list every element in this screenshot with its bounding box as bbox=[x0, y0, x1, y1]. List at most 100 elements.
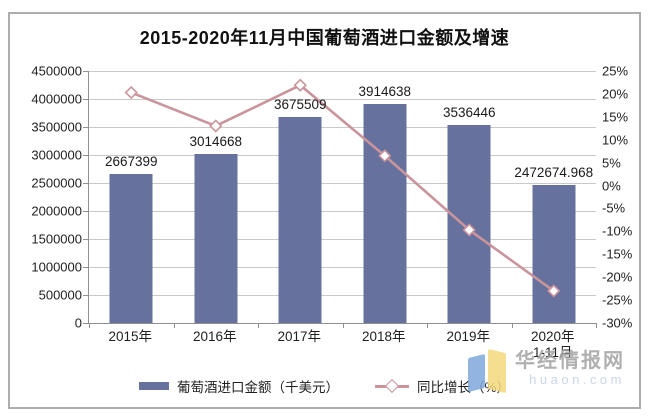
legend-bar-swatch bbox=[138, 382, 169, 390]
x-axis-label: 2015年 bbox=[88, 329, 173, 361]
category-slot: 2472674.968 bbox=[512, 71, 597, 323]
diamond-marker-icon bbox=[547, 284, 561, 298]
diamond-marker-icon bbox=[462, 223, 476, 237]
plot-area: 2667399 3014668 3675509 3914638 3536446 24726… bbox=[83, 71, 597, 328]
category-slot: 3014668 bbox=[174, 71, 259, 323]
diamond-marker-icon bbox=[293, 78, 307, 92]
y-axis-left-tick-label: 3000000 bbox=[31, 147, 82, 163]
y-axis-right-tick-label: 5% bbox=[602, 155, 621, 171]
x-axis-label-line: 2015年 bbox=[108, 329, 153, 344]
bar-value-label: 2667399 bbox=[104, 153, 158, 169]
bar bbox=[532, 184, 576, 323]
left-tick-mark bbox=[83, 155, 89, 156]
left-tick-mark bbox=[83, 295, 89, 296]
legend: 葡萄酒进口金额（千美元） 同比增长（%） bbox=[10, 376, 639, 396]
y-axis-right-tick-label: 10% bbox=[602, 132, 629, 148]
gridline bbox=[89, 99, 596, 100]
y-axis-left-tick-label: 2500000 bbox=[31, 175, 82, 191]
y-axis-left-tick-label: 2000000 bbox=[31, 203, 82, 219]
y-axis-left-tick-label: 1000000 bbox=[31, 259, 82, 275]
x-axis-label: 2018年 bbox=[342, 329, 427, 361]
gridline bbox=[89, 71, 596, 72]
left-tick-mark bbox=[83, 71, 89, 72]
x-tick-mark bbox=[511, 323, 513, 328]
bar-value-label: 2472674.968 bbox=[514, 164, 594, 180]
bars-row: 2667399 3014668 3675509 3914638 3536446 24726… bbox=[89, 71, 596, 323]
legend-item-growth: 同比增长（%） bbox=[374, 376, 510, 396]
bar-value-label: 3014668 bbox=[189, 134, 243, 150]
left-tick-mark bbox=[83, 183, 89, 184]
x-axis-label: 2020年 1-11月 bbox=[511, 329, 596, 361]
y-axis-right-tick-label: 20% bbox=[602, 86, 629, 102]
left-tick-mark bbox=[83, 323, 89, 324]
y-axis-right-tick-label: -25% bbox=[602, 292, 633, 308]
x-axis-label: 2016年 bbox=[173, 329, 258, 361]
y-axis-right-tick-label: -20% bbox=[602, 269, 633, 285]
y-axis-left-tick-label: 4500000 bbox=[31, 63, 82, 79]
bar bbox=[194, 154, 238, 323]
category-slot: 2667399 bbox=[89, 71, 174, 323]
legend-line-swatch bbox=[374, 378, 409, 394]
x-axis-label-line: 2020年 bbox=[530, 329, 575, 344]
gridline bbox=[89, 267, 596, 268]
y-axis-right-tick-label: 0% bbox=[602, 178, 621, 194]
legend-item-import-amount: 葡萄酒进口金额（千美元） bbox=[138, 376, 339, 396]
y-axis-left-tick-label: 1500000 bbox=[31, 231, 82, 247]
bar bbox=[109, 173, 153, 323]
y-axis-right-tick-label: 15% bbox=[602, 109, 629, 125]
diamond-marker-icon bbox=[384, 378, 400, 394]
y-axis-right-labels: 25% 20% 15% 10% 5% 0% -5% -10% -15% -20% -25% -30% bbox=[602, 64, 646, 331]
y-axis-right-tick-label: -30% bbox=[602, 315, 633, 331]
y-axis-right-tick-label: -15% bbox=[602, 246, 633, 262]
category-slot: 3675509 bbox=[258, 71, 343, 323]
y-axis-left-tick-label: 3500000 bbox=[31, 119, 82, 135]
x-axis-label-line: 1-11月 bbox=[532, 345, 573, 360]
x-tick-mark bbox=[89, 323, 90, 328]
category-slot: 3914638 bbox=[343, 71, 428, 323]
gridline bbox=[89, 127, 596, 128]
y-axis-right-tick-label: -10% bbox=[602, 223, 633, 239]
x-tick-mark bbox=[596, 323, 597, 328]
y-axis-left-tick-label: 0 bbox=[74, 315, 82, 331]
open-book-icon bbox=[466, 348, 510, 396]
left-tick-mark bbox=[83, 211, 89, 212]
x-tick-mark bbox=[258, 323, 259, 328]
bar bbox=[278, 117, 322, 323]
diamond-marker-icon bbox=[378, 149, 392, 163]
chart-title: 2015-2020年11月中国葡萄酒进口金额及增速 bbox=[139, 28, 510, 48]
line-path bbox=[130, 83, 555, 292]
gridline bbox=[89, 155, 596, 156]
left-tick-mark bbox=[83, 239, 89, 240]
left-tick-mark bbox=[83, 127, 89, 128]
diamond-marker-icon bbox=[124, 85, 138, 100]
x-tick-mark bbox=[342, 323, 344, 328]
gridline bbox=[89, 239, 596, 240]
watermark-texts: 华经情报网 huaon.com bbox=[515, 350, 625, 388]
watermark: 华经情报网 huaon.com bbox=[466, 348, 625, 396]
legend-label-growth: 同比增长（%） bbox=[416, 380, 510, 395]
x-axis-label-line: 2017年 bbox=[277, 329, 322, 344]
bar-value-label: 3675509 bbox=[273, 97, 327, 113]
gridline bbox=[89, 295, 596, 296]
bar-value-label: 3536446 bbox=[442, 104, 496, 120]
diamond-marker-icon bbox=[209, 119, 223, 133]
bar-value-label: 3914638 bbox=[358, 83, 412, 99]
legend-label-import-amount: 葡萄酒进口金额（千美元） bbox=[176, 380, 339, 395]
watermark-name: 华经情报网 bbox=[515, 350, 625, 372]
watermark-url: huaon.com bbox=[529, 372, 625, 387]
chart-frame: 2015-2020年11月中国葡萄酒进口金额及增速 4500000 4000000… bbox=[8, 12, 641, 409]
x-axis-label-line: 2018年 bbox=[361, 329, 406, 344]
left-tick-mark bbox=[83, 267, 89, 268]
x-tick-mark bbox=[427, 323, 428, 328]
gridline bbox=[89, 211, 596, 212]
y-axis-right-tick-label: 25% bbox=[602, 63, 629, 79]
x-axis-label-line: 2019年 bbox=[446, 329, 491, 344]
book-page-yellow bbox=[488, 348, 506, 394]
x-axis-labels: 2015年 2016年 2017年 2018年 2019年 2020年 1-11月 bbox=[88, 329, 595, 361]
x-axis-label-line: 2016年 bbox=[192, 329, 237, 344]
x-axis-label: 2017年 bbox=[257, 329, 342, 361]
y-axis-right-tick-label: -5% bbox=[602, 200, 626, 216]
growth-rate-line bbox=[124, 78, 561, 298]
y-axis-left-tick-label: 4000000 bbox=[31, 91, 82, 107]
x-tick-mark bbox=[173, 323, 175, 328]
